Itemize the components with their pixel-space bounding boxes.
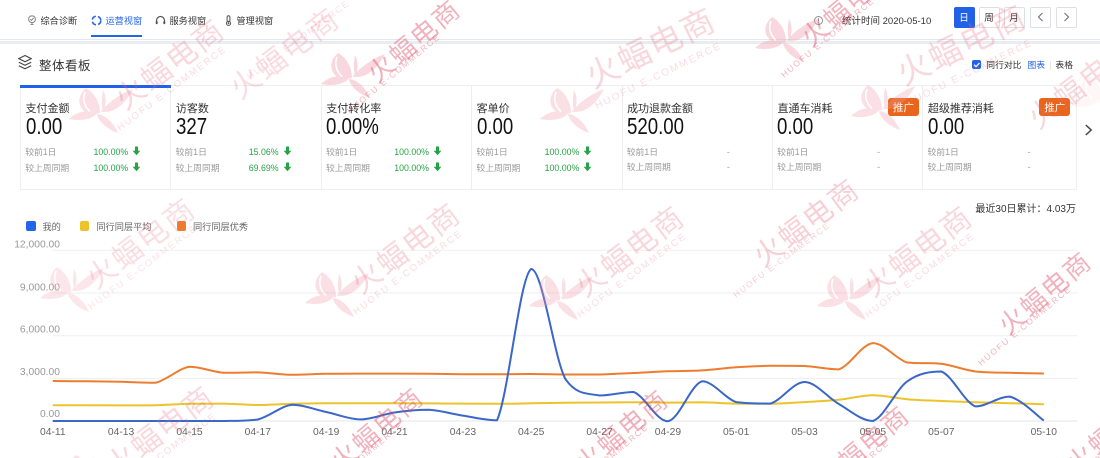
svg-text:05-03: 05-03 [791, 427, 818, 438]
svg-text:05-07: 05-07 [928, 427, 955, 438]
svg-text:05-01: 05-01 [723, 427, 750, 438]
svg-text:04-17: 04-17 [245, 427, 272, 438]
svg-text:0.00: 0.00 [40, 409, 60, 420]
svg-text:04-25: 04-25 [518, 427, 545, 438]
svg-text:05-05: 05-05 [860, 427, 887, 438]
svg-text:04-19: 04-19 [313, 427, 340, 438]
svg-text:05-10: 05-10 [1031, 427, 1058, 438]
svg-text:04-23: 04-23 [450, 427, 477, 438]
svg-text:6,000.00: 6,000.00 [20, 325, 60, 336]
svg-text:04-29: 04-29 [655, 427, 682, 438]
svg-text:04-11: 04-11 [40, 427, 66, 438]
svg-text:3,000.00: 3,000.00 [20, 367, 60, 378]
svg-text:04-13: 04-13 [108, 427, 135, 438]
svg-text:12,000.00: 12,000.00 [14, 239, 60, 250]
svg-text:9,000.00: 9,000.00 [20, 283, 60, 294]
svg-text:04-21: 04-21 [381, 427, 408, 438]
svg-text:04-15: 04-15 [176, 427, 203, 438]
svg-text:04-27: 04-27 [586, 427, 613, 438]
